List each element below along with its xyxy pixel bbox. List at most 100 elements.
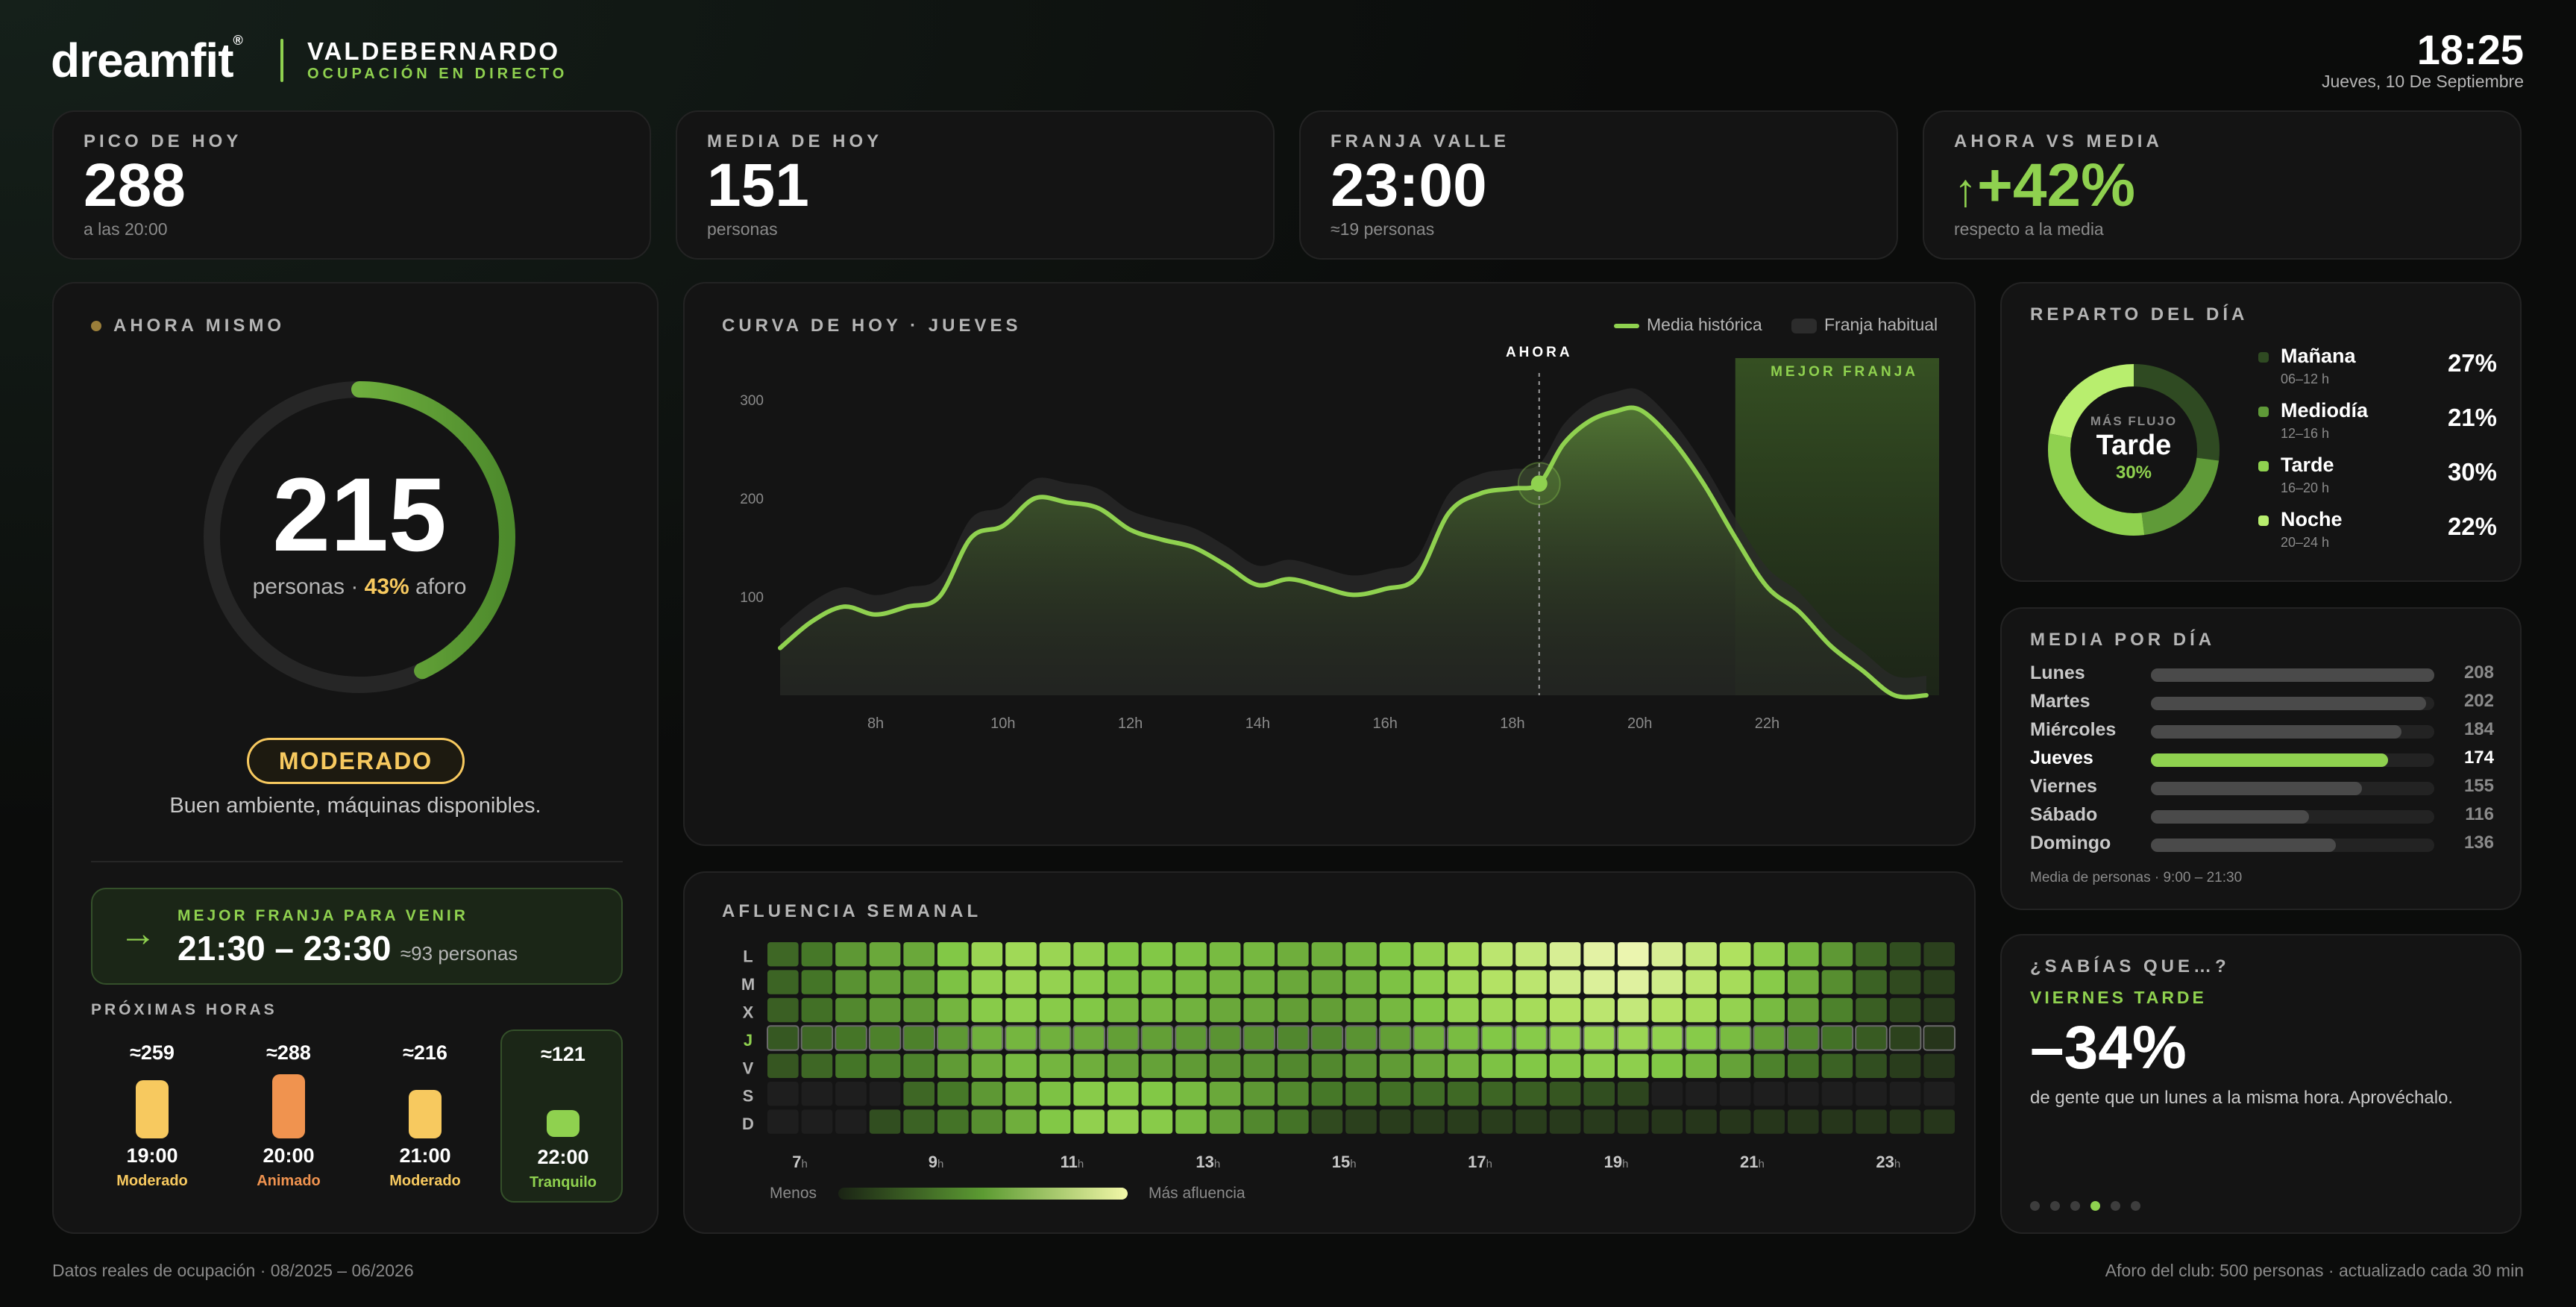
heatmap-cell xyxy=(1888,1025,1922,1051)
split-color-swatch xyxy=(2258,352,2269,363)
best-slot-box[interactable]: → MEJOR FRANJA PARA VENIR 21:30 – 23:30 … xyxy=(91,888,623,985)
heatmap-cell xyxy=(937,942,969,967)
heatmap-cell xyxy=(869,1053,901,1078)
fact-value: –34% xyxy=(2030,1014,2187,1082)
split-item: Noche 20–24 h 22% xyxy=(2258,507,2497,559)
heatmap-cell xyxy=(1515,942,1547,967)
y-tick-label: 200 xyxy=(740,492,764,507)
heatmap-cell xyxy=(1448,1082,1479,1106)
heatmap-cell xyxy=(1889,942,1921,967)
x-tick-label: 20h xyxy=(1627,715,1652,732)
curve-title: CURVA DE HOY · JUEVES xyxy=(722,316,1022,336)
footer-left: Datos reales de ocupación · 08/2025 – 06… xyxy=(52,1261,414,1280)
heatmap-cell xyxy=(971,942,1003,967)
heatmap-cell xyxy=(1243,942,1275,967)
heatmap-cell xyxy=(1073,1082,1105,1106)
heatmap-cell xyxy=(1243,1053,1275,1078)
split-name: Noche xyxy=(2281,508,2343,530)
heatmap-cell xyxy=(1923,1082,1955,1106)
best-slot-label: MEJOR FRANJA PARA VENIR xyxy=(178,907,468,924)
next-hour-time: 22:00 xyxy=(537,1146,589,1168)
next-hour-item: ≈121 22:00 Tranquilo xyxy=(500,1029,623,1203)
heatmap-cell xyxy=(1108,997,1139,1023)
legend-less: Menos xyxy=(770,1185,817,1202)
heatmap-cell xyxy=(1310,1025,1344,1051)
heatmap-cell xyxy=(835,1109,867,1134)
heatmap-cell xyxy=(1413,1082,1445,1106)
heatmap-cell xyxy=(1719,970,1751,994)
heatmap-cell xyxy=(801,970,833,994)
heatmap-cell xyxy=(1821,1082,1853,1106)
heatmap-cell xyxy=(1481,942,1513,967)
heatmap-cell xyxy=(1379,1082,1411,1106)
heatmap-cell xyxy=(1209,1082,1241,1106)
current-count: 215 xyxy=(272,456,447,573)
heatmap-cell xyxy=(1073,1109,1105,1134)
heatmap-cell xyxy=(1480,1025,1514,1051)
y-tick-label: 100 xyxy=(740,590,764,606)
heatmap-cell xyxy=(835,997,867,1023)
heatmap-cell xyxy=(1278,1082,1309,1106)
next-hour-bar xyxy=(547,1110,579,1137)
fact-card: ¿SABÍAS QUE…? VIERNES TARDE –34% de gent… xyxy=(2000,934,2522,1234)
heatmap-cell xyxy=(767,970,799,994)
carousel-dot[interactable] xyxy=(2030,1201,2040,1211)
split-pct: 21% xyxy=(2447,404,2497,431)
heatmap-cell xyxy=(903,997,934,1023)
carousel-dot[interactable] xyxy=(2050,1201,2060,1211)
carousel-dot-active[interactable] xyxy=(2090,1201,2100,1211)
heatmap-cell xyxy=(1413,1053,1445,1078)
heatmap-cell xyxy=(903,970,934,994)
avg-day-value: 202 xyxy=(2463,691,2494,711)
heatmap-cell xyxy=(767,1082,799,1106)
split-donut xyxy=(2048,364,2220,536)
heatmap-hour-label: 15h xyxy=(1332,1153,1357,1171)
split-pct: 30% xyxy=(2447,458,2497,486)
heatmap-cell xyxy=(1175,1109,1207,1134)
heatmap-cell xyxy=(1889,1082,1921,1106)
heatmap-cell xyxy=(1923,942,1955,967)
hour-suffix: h xyxy=(1486,1158,1492,1170)
heatmap-cell xyxy=(1650,1025,1684,1051)
heatmap-cell xyxy=(1856,997,1887,1023)
carousel-dots[interactable] xyxy=(2030,1201,2140,1214)
heatmap-day-label: X xyxy=(743,1003,754,1022)
heatmap-cell xyxy=(1175,970,1207,994)
heatmap-cell xyxy=(1209,1053,1241,1078)
heatmap-day-label: M xyxy=(741,975,755,994)
hour-suffix: h xyxy=(1214,1158,1220,1170)
heatmap-cell xyxy=(971,997,1003,1023)
heatmap-cell xyxy=(1719,1053,1751,1078)
clock: 18:25 xyxy=(2416,26,2524,73)
heatmap-cell xyxy=(1889,1053,1921,1078)
carousel-dot[interactable] xyxy=(2131,1201,2140,1211)
split-name: Tarde xyxy=(2281,454,2334,476)
stat-label: FRANJA VALLE xyxy=(1331,131,1510,151)
heatmap-cell xyxy=(1923,1109,1955,1134)
heatmap-cell xyxy=(1719,997,1751,1023)
heatmap-cell xyxy=(1345,1053,1377,1078)
heatmap-cell xyxy=(1073,970,1105,994)
heatmap-cell xyxy=(1278,970,1309,994)
heatmap-cell xyxy=(1278,1053,1309,1078)
heatmap-cell xyxy=(1413,1025,1446,1051)
heatmap-cell xyxy=(1379,1109,1411,1134)
heatmap-cell xyxy=(1718,1025,1752,1051)
heatmap-cell xyxy=(1039,1082,1071,1106)
heatmap-cell xyxy=(1175,1082,1207,1106)
heatmap-cell xyxy=(1209,1109,1241,1134)
area-fill xyxy=(780,407,1926,698)
carousel-dot[interactable] xyxy=(2111,1201,2120,1211)
heatmap-cell xyxy=(1005,1053,1037,1078)
heatmap-cell xyxy=(1175,1053,1207,1078)
heatmap-cell xyxy=(1039,1109,1071,1134)
heatmap-cell xyxy=(1753,942,1785,967)
stat-card-average: MEDIA DE HOY 151 personas xyxy=(676,110,1275,260)
heatmap-cell xyxy=(1856,942,1887,967)
heatmap-cell xyxy=(1141,1109,1173,1134)
heatmap-cell xyxy=(1378,1025,1412,1051)
carousel-dot[interactable] xyxy=(2070,1201,2080,1211)
heatmap-cell xyxy=(869,997,901,1023)
heatmap-cell xyxy=(1686,970,1717,994)
arrow-right-icon: → xyxy=(119,912,157,954)
